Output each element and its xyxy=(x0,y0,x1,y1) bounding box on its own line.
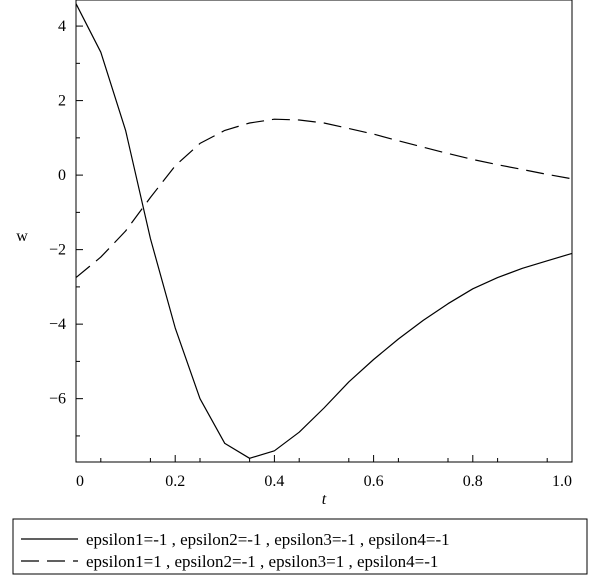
x-tick-label: 0.8 xyxy=(463,473,483,490)
legend-label-series-1: epsilon1=-1 , epsilon2=-1 , epsilon3=-1 … xyxy=(86,530,450,549)
x-axis-ticks: 0 0.2 0.4 0.6 0.8 1.0 xyxy=(75,455,573,490)
x-tick-label: 0.4 xyxy=(264,473,284,490)
x-axis-label: t xyxy=(322,491,327,508)
y-tick-label: −4 xyxy=(49,316,66,333)
legend-label-series-2: epsilon1=1 , epsilon2=-1 , epsilon3=1 , … xyxy=(86,552,438,571)
series-line-2 xyxy=(75,118,573,279)
legend-box xyxy=(12,518,588,575)
x-tick-label: 1.0 xyxy=(552,473,572,490)
x-tick-label: 0 xyxy=(76,473,84,490)
y-tick-label: 2 xyxy=(58,93,66,110)
plot-frame xyxy=(75,0,573,463)
y-axis-ticks: 4 2 0 −2 −4 −6 xyxy=(49,18,83,437)
y-tick-label: 0 xyxy=(58,167,66,184)
y-tick-label: −2 xyxy=(49,242,66,259)
y-axis-label: w xyxy=(16,228,28,245)
x-tick-label: 0.6 xyxy=(364,473,384,490)
x-tick-label: 0.2 xyxy=(165,473,185,490)
legend: epsilon1=-1 , epsilon2=-1 , epsilon3=-1 … xyxy=(12,518,588,575)
series-line-1 xyxy=(75,3,573,459)
y-tick-label: −6 xyxy=(49,391,66,408)
series-layer xyxy=(75,3,573,459)
y-tick-label: 4 xyxy=(58,18,66,35)
